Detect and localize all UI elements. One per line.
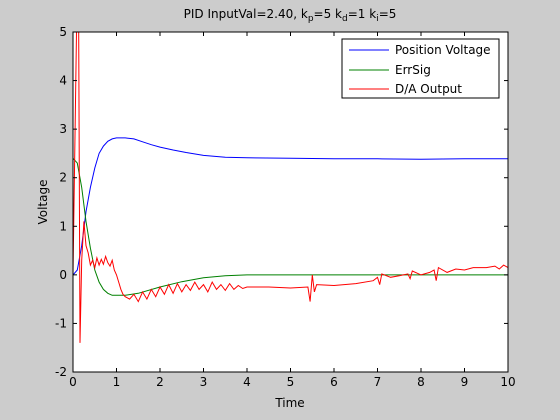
y-tick-label: -2 <box>55 365 67 379</box>
legend-label-da-output: D/A Output <box>395 82 462 96</box>
legend-label-position-voltage: Position Voltage <box>395 43 491 57</box>
chart-title: PID InputVal=2.40, kp=5 kd=1 ki=5 <box>184 7 397 24</box>
axis-ticks: 0 1 2 3 4 5 6 7 8 9 10 -2 -1 0 1 2 3 4 5 <box>55 25 516 389</box>
series-line-d-a-output <box>72 31 509 343</box>
y-tick-label: 5 <box>59 25 67 39</box>
x-tick-label: 10 <box>500 375 515 389</box>
x-tick-label: 2 <box>156 375 164 389</box>
y-tick-label: 1 <box>59 219 67 233</box>
series-lines <box>72 31 509 343</box>
x-tick-label: 1 <box>113 375 121 389</box>
x-tick-label: 0 <box>69 375 77 389</box>
y-tick-label: 4 <box>59 74 67 88</box>
y-tick-label: 3 <box>59 122 67 136</box>
y-tick-label: 2 <box>59 171 67 185</box>
legend-box <box>341 38 500 99</box>
x-tick-label: 3 <box>200 375 208 389</box>
legend-label-errsig: ErrSig <box>395 63 431 77</box>
x-tick-label: 6 <box>330 375 338 389</box>
x-tick-label: 5 <box>287 375 295 389</box>
x-tick-label: 8 <box>417 375 425 389</box>
y-tick-label: -1 <box>55 316 67 330</box>
y-tick-label: 0 <box>59 268 67 282</box>
x-axis-label: Time <box>274 396 304 410</box>
x-tick-label: 9 <box>461 375 469 389</box>
x-tick-label: 7 <box>374 375 382 389</box>
series-line-position-voltage <box>72 137 508 276</box>
y-axis-label: Voltage <box>36 179 50 224</box>
x-tick-label: 4 <box>243 375 251 389</box>
legend: Position Voltage ErrSig D/A Output <box>341 38 500 99</box>
series-line-errsig <box>72 157 508 296</box>
